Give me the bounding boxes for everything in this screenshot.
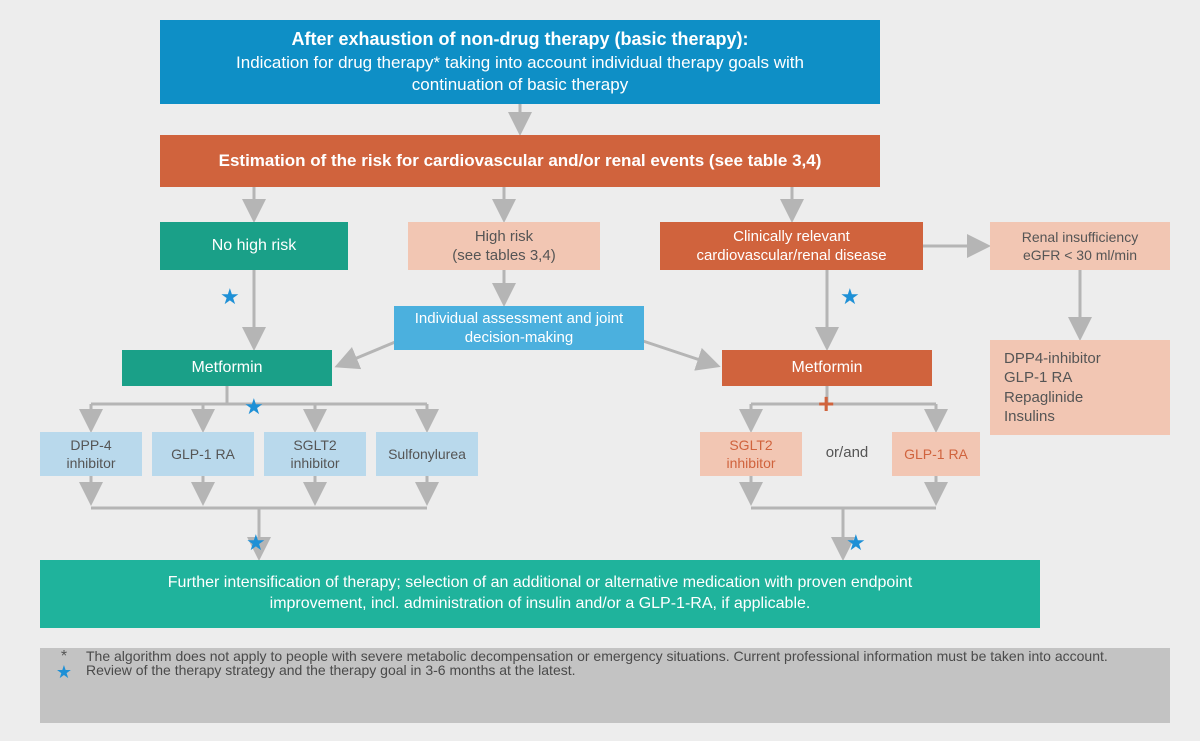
box-metformin-left: Metformin [122,350,332,386]
plus-icon: + [818,388,834,420]
assessment-text: Individual assessment and joint decision… [404,309,634,348]
box-rx-list: DPP4-inhibitor GLP-1 RA Repaglinide Insu… [990,340,1170,435]
high-text: High risk (see tables 3,4) [452,227,555,266]
glp1-l-text: GLP-1 RA [171,445,235,463]
review-star-icon: ★ [220,284,240,310]
footer-panel: * The algorithm does not apply to people… [40,648,1170,723]
sglt2-r-text: SGLT2 inhibitor [710,436,792,472]
footnote-star-text: Review of the therapy strategy and the t… [86,662,576,678]
sglt2-l-text: SGLT2 inhibitor [274,436,356,472]
top-sub: Indication for drug therapy* taking into… [210,52,830,96]
label-orand: or/and [812,438,882,468]
box-risk: Estimation of the risk for cardiovascula… [160,135,880,187]
box-top: After exhaustion of non-drug therapy (ba… [160,20,880,104]
box-metformin-right: Metformin [722,350,932,386]
glp1-r-text: GLP-1 RA [904,445,968,463]
clinical-text: Clinically relevant cardiovascular/renal… [670,227,913,266]
review-star-icon: ★ [244,394,264,420]
footnote-star: ★ Review of the therapy strategy and the… [54,662,576,683]
box-glp1-right: GLP-1 RA [892,432,980,476]
box-glp1-left: GLP-1 RA [152,432,254,476]
intensify-text: Further intensification of therapy; sele… [120,573,960,615]
sulf-text: Sulfonylurea [388,445,466,463]
box-high-risk: High risk (see tables 3,4) [408,222,600,270]
review-star-icon: ★ [846,530,866,556]
rx-list-text: DPP4-inhibitor GLP-1 RA Repaglinide Insu… [1004,349,1101,427]
orand-text: or/and [826,443,869,463]
star-icon: ★ [54,662,74,683]
dpp4-text: DPP-4 inhibitor [50,436,132,472]
box-sulfonylurea: Sulfonylurea [376,432,478,476]
box-intensify: Further intensification of therapy; sele… [40,560,1040,628]
box-assessment: Individual assessment and joint decision… [394,306,644,350]
box-sglt2-right: SGLT2 inhibitor [700,432,802,476]
review-star-icon: ★ [246,530,266,556]
box-no-high-risk: No high risk [160,222,348,270]
box-renal: Renal insufficiency eGFR < 30 ml/min [990,222,1170,270]
box-clinical: Clinically relevant cardiovascular/renal… [660,222,923,270]
review-star-icon: ★ [840,284,860,310]
no-high-text: No high risk [212,236,296,257]
metformin-l-text: Metformin [191,358,262,379]
renal-text: Renal insufficiency eGFR < 30 ml/min [1022,228,1138,264]
top-title: After exhaustion of non-drug therapy (ba… [291,28,748,51]
box-dpp4: DPP-4 inhibitor [40,432,142,476]
metformin-r-text: Metformin [791,358,862,379]
box-sglt2-left: SGLT2 inhibitor [264,432,366,476]
risk-text: Estimation of the risk for cardiovascula… [219,150,822,172]
